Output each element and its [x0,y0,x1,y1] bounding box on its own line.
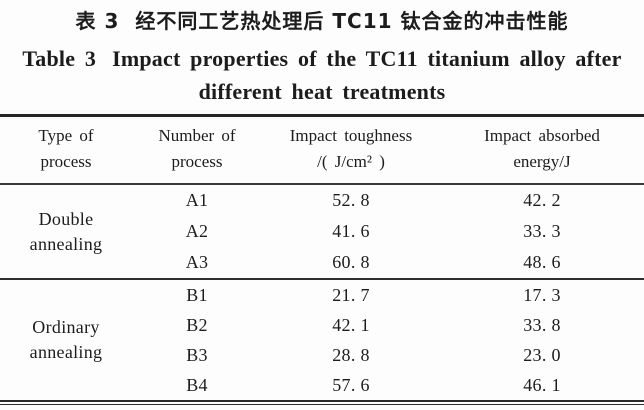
header-row: Type of process Number of process Impact… [0,115,644,185]
cell-impact-toughness: 21. 7 [332,284,370,305]
cell-process-number: A1 [185,190,209,210]
col-header-number-of-process: Number of process [132,115,262,185]
cell-impact-toughness: 60. 8 [262,247,440,280]
table-bottom-rule [0,404,644,405]
cell-impact-toughness: 41. 6 [332,221,370,241]
cell-impact-toughness: 42. 1 [332,314,370,335]
col-header-unit: /( J/cm² ) [317,152,385,171]
col-header-line: Type of [38,126,94,145]
cell-impact-toughness: 28. 8 [332,344,370,365]
group-double-annealing: Double annealing A1 52. 8 42. 2 A2 41. 6… [0,184,644,280]
table-row: A2 41. 6 33. 3 [0,216,644,247]
group-label-line: Ordinary [32,317,100,337]
col-header-type-of-process: Type of process [0,115,132,185]
table-caption-en-text: Impact properties of the TC11 titanium a… [112,46,622,71]
group-label-line: annealing [29,233,103,254]
table-row: B2 42. 1 33. 8 [0,310,644,340]
cell-impact-toughness: 52. 8 [332,190,370,210]
table-caption-zh: 表 3 经不同工艺热处理后 TC11 钛合金的冲击性能 [0,7,644,35]
cell-impact-energy: 17. 3 [523,284,561,305]
table-row: Ordinary annealing B1 21. 7 17. 3 [0,279,644,363]
cell-process-number: B1 [186,284,208,305]
cell-impact-energy: 42. 2 [523,190,561,210]
cell-impact-energy: 48. 6 [440,247,644,280]
cell-impact-energy: 23. 0 [523,344,561,365]
cell-impact-toughness: 57. 6 [332,374,370,395]
group-ordinary-annealing: Ordinary annealing B1 21. 7 17. 3 B2 42.… [0,279,644,401]
impact-properties-table: Type of process Number of process Impact… [0,114,644,402]
col-header-impact-toughness: Impact toughness /( J/cm² ) [262,115,440,185]
cell-process-number: B3 [186,344,208,365]
col-header-impact-absorbed-energy: Impact absorbed energy/J [440,115,644,185]
cell-process-number: B4 [186,374,208,395]
table-caption-zh-number: 表 3 [75,9,120,33]
table-caption-en: Table 3 Impact properties of the TC11 tit… [0,42,644,108]
group-label-line: annealing [29,342,103,362]
table-row: A3 60. 8 48. 6 [0,247,644,280]
table-caption-zh-text: 经不同工艺热处理后 TC11 钛合金的冲击性能 [135,9,569,33]
cell-process-number: A3 [132,247,262,280]
table-row: Double annealing A1 52. 8 42. 2 [0,184,644,280]
cell-process-number: A2 [185,221,209,241]
table-row: B4 57. 6 46. 1 [0,370,644,401]
cell-process-number: B2 [186,314,208,335]
group-label-line: Double [38,208,94,229]
table-caption-en-line2: different heat treatments [198,79,446,104]
col-header-line: Impact toughness [289,126,413,145]
col-header-line: Impact absorbed [484,126,600,145]
table-header: Type of process Number of process Impact… [0,115,644,185]
col-header-line: Number of [158,126,236,145]
cell-impact-energy: 33. 8 [523,314,561,335]
col-header-line: process [40,152,92,171]
cell-impact-energy: 46. 1 [523,374,561,395]
group-label-ordinary-annealing: Ordinary annealing [0,279,132,401]
table-caption-en-line1: Table 3 Impact properties of the TC11 tit… [0,42,644,75]
table-row: B3 28. 8 23. 0 [0,340,644,370]
cell-impact-energy: 33. 3 [523,221,561,241]
col-header-unit: energy/J [513,152,571,171]
group-label-double-annealing: Double annealing [0,184,132,280]
paper-table-figure: 表 3 经不同工艺热处理后 TC11 钛合金的冲击性能 Table 3 Impact… [0,7,644,410]
col-header-line: process [171,152,223,171]
table-caption-en-number: Table 3 [22,46,97,71]
